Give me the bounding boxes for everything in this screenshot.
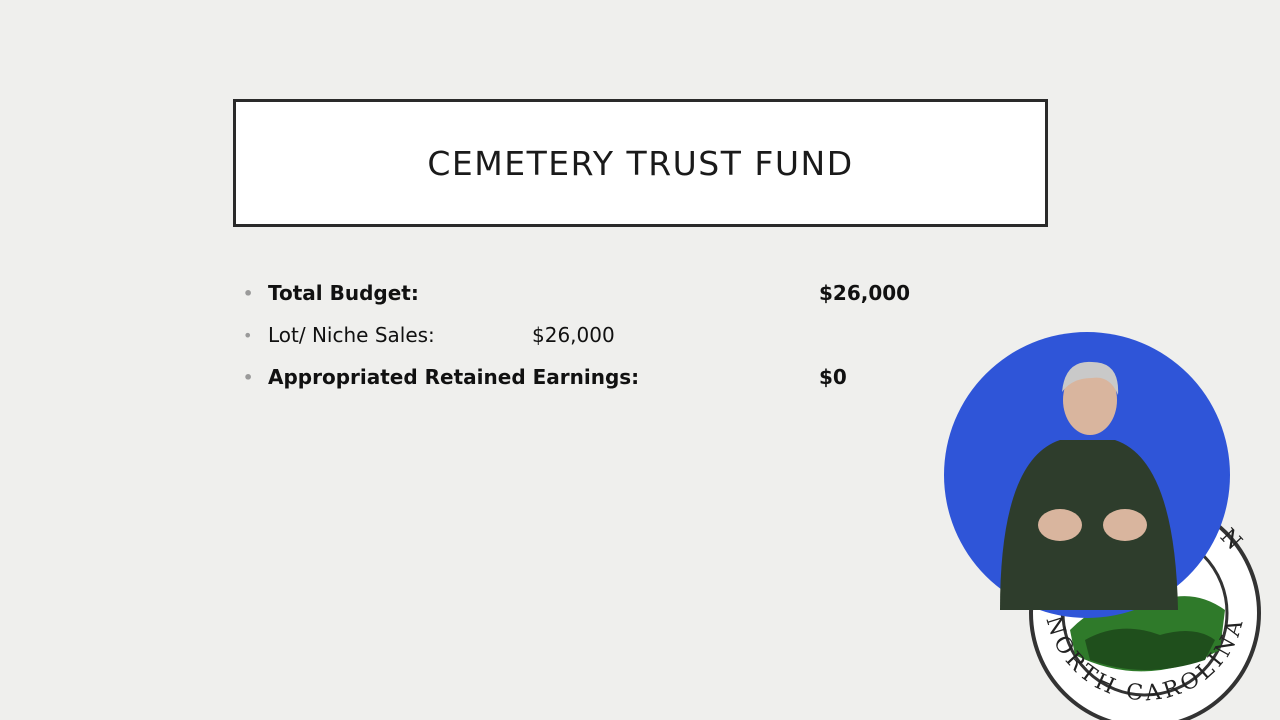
interpreter-video xyxy=(944,332,1230,618)
bullet-row: • Total Budget: $26,000 xyxy=(0,281,1000,311)
title-box: CEMETERY TRUST FUND xyxy=(233,99,1048,227)
item-value: $26,000 xyxy=(819,281,911,305)
item-value: $0 xyxy=(819,365,847,389)
bullet-dot: • xyxy=(243,326,253,345)
item-label: Appropriated Retained Earnings: xyxy=(268,365,640,389)
item-label: Total Budget: xyxy=(268,281,419,305)
bullet-row: • Lot/ Niche Sales: $26,000 xyxy=(0,323,1000,353)
bullet-dot: • xyxy=(243,284,254,303)
bullet-row: • Appropriated Retained Earnings: $0 xyxy=(0,365,1000,395)
slide-title: CEMETERY TRUST FUND xyxy=(427,143,854,183)
bullet-dot: • xyxy=(243,368,254,387)
item-value: $26,000 xyxy=(532,323,615,347)
item-label: Lot/ Niche Sales: xyxy=(268,323,435,347)
